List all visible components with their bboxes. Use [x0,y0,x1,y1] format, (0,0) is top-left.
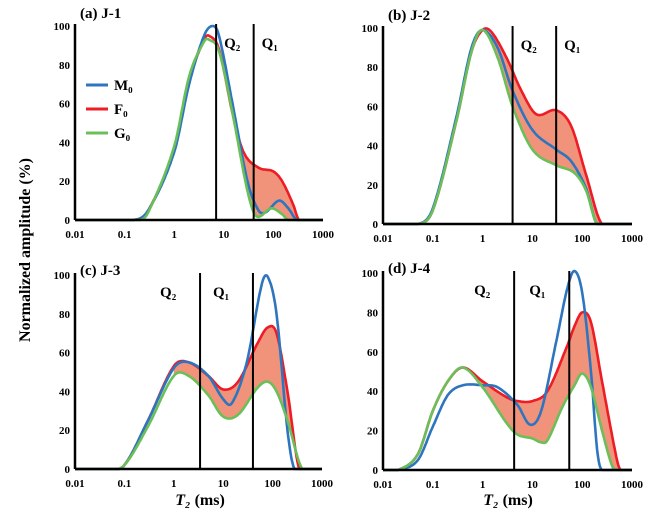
y-tick-label: 80 [59,309,71,321]
boundary-label: Q₁ [564,38,580,54]
x-tick-label: 1000 [312,229,335,241]
shaded-region [173,326,303,469]
legend-label: F₀ [114,102,128,118]
y-tick-label: 60 [367,101,379,113]
x-tick-label: 1000 [311,478,334,490]
x-tick-label: 100 [574,233,591,245]
panel-1: 0 20 40 60 80 100 0.01 0.1 1 10 100 1000 Q₂ Q₁ (b) J-2 [362,8,644,245]
x-tick-label: 100 [264,478,281,490]
x-tick-label: 100 [265,229,282,241]
y-tick-label: 20 [367,426,379,438]
y-tick-label: 20 [367,180,379,192]
y-tick-label: 60 [59,99,71,111]
boundary-label: Q₂ [224,36,241,52]
x-axis-label-d: T₂ (ms) [483,492,533,509]
x-tick-label: 1000 [621,479,644,491]
y-tick-label: 100 [54,270,71,282]
y-tick-label: 20 [59,176,71,188]
x-tick-label: 0.01 [65,229,84,241]
boundary-label: Q₁ [213,285,229,301]
shaded-region [467,312,621,470]
x-tick-label: 0.1 [118,478,132,490]
panel-title: (d) J-4 [388,261,431,277]
x-tick-label: 10 [218,229,230,241]
y-tick-label: 0 [373,219,379,231]
x-tick-label: 1 [480,233,486,245]
y-tick-label: 100 [362,23,379,35]
x-tick-label: 0.1 [426,479,440,491]
panel-2: 0 20 40 60 80 100 0.01 0.1 1 10 100 1000 Q₂ Q₁ (c) J-3 [54,263,334,490]
y-axis-label: Normalized amplitude (%) [17,158,34,342]
x-tick-label: 1 [171,229,177,241]
y-tick-label: 80 [367,307,379,319]
x-tick-label: 1000 [621,233,644,245]
boundary-label: Q₁ [262,36,278,52]
series-line-G0 [382,366,633,472]
boundary-label: Q₁ [529,283,545,299]
x-tick-label: 100 [574,479,591,491]
y-tick-label: 0 [65,215,71,227]
y-tick-label: 0 [65,464,71,476]
x-axis-label-c: T₂ (ms) [175,492,225,509]
x-tick-label: 1 [480,479,486,491]
legend-label: M₀ [114,78,133,94]
legend-label: G₀ [114,126,131,142]
panel-title: (b) J-2 [388,8,430,24]
y-tick-label: 60 [367,347,379,359]
y-tick-label: 40 [59,386,71,398]
x-tick-label: 0.01 [373,233,392,245]
y-tick-label: 80 [367,62,379,74]
y-tick-label: 80 [59,60,71,72]
x-tick-label: 0.01 [65,478,84,490]
series-line-G0 [382,28,633,226]
y-tick-label: 20 [59,425,71,437]
boundary-label: Q₂ [474,283,491,299]
x-tick-label: 0.01 [373,479,392,491]
panel-0: 0 20 40 60 80 100 0.01 0.1 1 10 100 1000 Q₂ Q₁ (a) J-1… [54,6,335,241]
boundary-label: Q₂ [160,285,177,301]
y-tick-label: 40 [59,137,71,149]
shaded-region [491,31,602,225]
series-line-M0 [382,269,633,472]
x-tick-label: 0.1 [426,233,440,245]
y-tick-label: 40 [367,386,379,398]
series-line-F0 [382,27,633,226]
x-tick-label: 10 [527,479,539,491]
y-tick-label: 0 [373,465,379,477]
y-tick-label: 100 [362,268,379,280]
x-tick-label: 0.1 [118,229,132,241]
panel-3: 0 20 40 60 80 100 0.01 0.1 1 10 100 1000 Q₂ Q₁ (d) J-4 [362,261,644,491]
y-tick-label: 100 [54,21,71,33]
x-tick-label: 10 [218,478,230,490]
panel-title: (c) J-3 [80,263,120,279]
boundary-label: Q₂ [521,38,538,54]
x-tick-label: 10 [527,233,539,245]
panel-title: (a) J-1 [80,6,121,22]
x-tick-label: 1 [171,478,177,490]
y-tick-label: 60 [59,348,71,360]
y-tick-label: 40 [367,141,379,153]
